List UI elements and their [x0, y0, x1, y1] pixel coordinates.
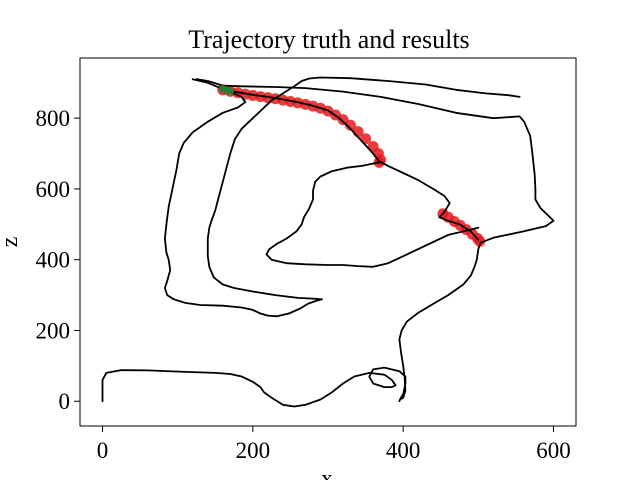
y-tick-label: 800	[36, 106, 71, 131]
truth-line-1	[191, 78, 480, 241]
x-tick-label: 400	[386, 438, 421, 463]
y-tick-label: 0	[59, 389, 71, 414]
x-axis-ticks: 0 200 400 600	[97, 426, 571, 463]
truth-line-2	[164, 76, 521, 318]
plot-series	[101, 76, 555, 408]
plot-frame	[79, 57, 577, 427]
result-marker	[337, 114, 349, 126]
x-tick-label: 600	[536, 438, 571, 463]
chart-title: Trajectory truth and results	[188, 25, 469, 54]
series-group	[101, 76, 555, 408]
y-tick-label: 400	[36, 248, 71, 273]
x-tick-label: 0	[97, 438, 109, 463]
y-tick-label: 200	[36, 318, 71, 343]
x-tick-label: 200	[236, 438, 271, 463]
truth-line-3	[265, 161, 480, 268]
y-axis-label: z	[0, 237, 23, 248]
y-axis-ticks: 0 200 400 600 800	[36, 106, 80, 414]
y-tick-label: 600	[36, 177, 71, 202]
x-axis-label: x	[321, 466, 333, 480]
start-marker	[226, 86, 235, 95]
result-marker	[345, 119, 356, 131]
truth-line-0	[101, 78, 555, 408]
